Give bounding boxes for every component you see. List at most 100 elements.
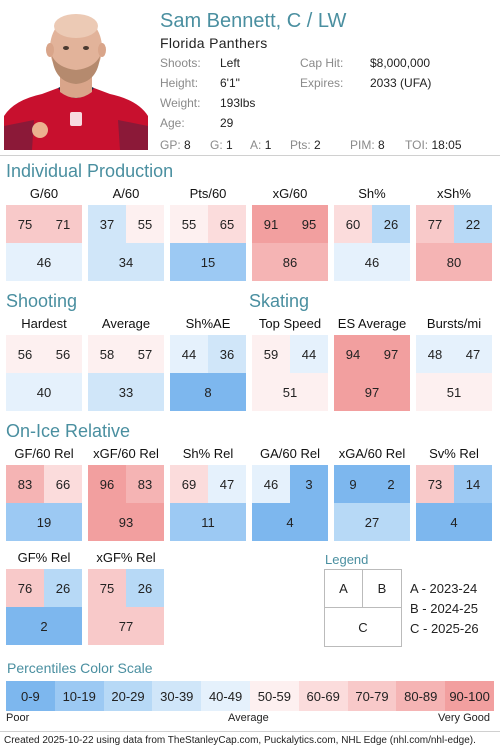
metric-cell-xsh-c: 80 <box>416 243 492 281</box>
metric-cell-shae-b: 36 <box>208 335 246 373</box>
metric-cell-bursts-a: 48 <box>416 335 454 373</box>
age-value: 29 <box>220 116 234 130</box>
section-title-production: Individual Production <box>6 161 174 181</box>
stat-a: A: 1 <box>250 138 271 152</box>
metric-cell-ga60-b: 3 <box>290 465 328 503</box>
metric-cell-pts60-b: 65 <box>208 205 246 243</box>
metric-cell-a60-a: 37 <box>88 205 126 243</box>
metric-box-topspeed: 59 44 51 <box>252 335 328 411</box>
metric-cell-svrel-c: 4 <box>416 503 492 541</box>
scale-segment: 20-29 <box>103 681 153 711</box>
metric-cell-average-b: 57 <box>126 335 164 373</box>
metric-box-shae: 44 36 8 <box>170 335 246 411</box>
metric-title-gfpct: GF% Rel <box>17 550 71 565</box>
metric-box-bursts: 48 47 51 <box>416 335 492 411</box>
metric-cell-g60-c: 46 <box>6 243 82 281</box>
metric-cell-xgfpct-c: 77 <box>88 607 164 645</box>
metric-box-xga60: 9 2 27 <box>334 465 410 541</box>
stat-g: G: 1 <box>210 138 233 152</box>
metric-title-pts60: Pts/60 <box>189 186 227 201</box>
metric-cell-shrel-c: 11 <box>170 503 246 541</box>
cap-hit-label: Cap Hit: <box>300 56 344 70</box>
header-divider <box>0 155 500 156</box>
metric-box-pts60: 55 65 15 <box>170 205 246 281</box>
metric-title-svrel: Sv% Rel <box>429 446 479 461</box>
scale-segment: 30-39 <box>152 681 202 711</box>
metric-title-topspeed: Top Speed <box>258 316 322 331</box>
metric-box-a60: 37 55 34 <box>88 205 164 281</box>
scale-segment: 40-49 <box>201 681 250 711</box>
scale-average-label: Average <box>228 712 269 724</box>
stat-a-label: A: <box>250 138 262 152</box>
player-photo <box>4 8 148 150</box>
metric-title-xgf60: xGF/60 Rel <box>93 446 159 461</box>
metric-cell-xg60-b: 95 <box>290 205 328 243</box>
metric-box-sh: 60 26 46 <box>334 205 410 281</box>
metric-title-xgfpct: xGF% Rel <box>96 550 156 565</box>
metric-cell-ga60-c: 4 <box>252 503 328 541</box>
metric-box-svrel: 73 14 4 <box>416 465 492 541</box>
stat-gp: GP: 8 <box>160 138 191 152</box>
stat-gp-label: GP: <box>160 138 181 152</box>
player-headshot-icon <box>4 8 148 150</box>
stat-toi-label: TOI: <box>405 138 429 152</box>
metric-cell-average-a: 58 <box>88 335 126 373</box>
stat-gp-value: 8 <box>184 138 191 152</box>
scale-segment: 60-69 <box>298 681 348 711</box>
stat-g-label: G: <box>210 138 223 152</box>
shoots-label: Shoots: <box>160 56 201 70</box>
expires-label: Expires: <box>300 76 344 90</box>
metric-cell-xgfpct-b: 26 <box>126 569 164 607</box>
scale-segment: 70-79 <box>347 681 397 711</box>
stat-pts-label: Pts: <box>290 138 311 152</box>
metric-cell-pts60-c: 15 <box>170 243 246 281</box>
metric-cell-xga60-c: 27 <box>334 503 410 541</box>
metric-title-hardest: Hardest <box>21 316 67 331</box>
scale-segment: 0-9 <box>6 681 55 711</box>
scale-segment: 80-89 <box>396 681 446 711</box>
metric-cell-xga60-b: 2 <box>372 465 410 503</box>
metric-box-hardest: 56 56 40 <box>6 335 82 411</box>
metric-box-average: 58 57 33 <box>88 335 164 411</box>
metric-cell-hardest-c: 40 <box>6 373 82 411</box>
metric-cell-hardest-b: 56 <box>44 335 82 373</box>
weight-value: 193lbs <box>220 96 256 110</box>
metric-cell-g60-a: 75 <box>6 205 44 243</box>
height-label: Height: <box>160 76 199 90</box>
metric-cell-topspeed-c: 51 <box>252 373 328 411</box>
scale-poor-label: Poor <box>6 712 30 724</box>
metric-cell-topspeed-a: 59 <box>252 335 290 373</box>
section-title-onice: On-Ice Relative <box>6 421 131 441</box>
metric-box-gfpct: 76 26 2 <box>6 569 82 645</box>
metric-title-g60: G/60 <box>29 186 59 201</box>
metric-cell-gf60-c: 19 <box>6 503 82 541</box>
metric-title-bursts: Bursts/mi <box>426 316 482 331</box>
metric-cell-bursts-b: 47 <box>454 335 492 373</box>
metric-cell-xgfpct-a: 75 <box>88 569 126 607</box>
legend-cell-b: B <box>363 570 401 608</box>
metric-cell-shrel-b: 47 <box>208 465 246 503</box>
team-name: Florida Panthers <box>160 35 268 51</box>
legend-title: Legend <box>325 552 369 567</box>
scale-segment: 50-59 <box>249 681 299 711</box>
legend-cell-c: C <box>358 619 368 635</box>
metric-cell-bursts-c: 51 <box>416 373 492 411</box>
metric-cell-xg60-a: 91 <box>252 205 290 243</box>
metric-cell-topspeed-b: 44 <box>290 335 328 373</box>
metric-cell-pts60-a: 55 <box>170 205 208 243</box>
scale-segment: 90-100 <box>445 681 494 711</box>
metric-title-gf60: GF/60 Rel <box>14 446 74 461</box>
player-name: Sam Bennett, C / LW <box>160 10 347 32</box>
metric-cell-svrel-a: 73 <box>416 465 454 503</box>
metric-cell-a60-c: 34 <box>88 243 164 281</box>
legend-entry-c: C - 2025-26 <box>410 621 479 636</box>
cap-hit-value: $8,000,000 <box>370 56 431 70</box>
stat-pim-value: 8 <box>378 138 385 152</box>
metric-cell-xgf60-a: 96 <box>88 465 126 503</box>
metric-box-xg60: 91 95 86 <box>252 205 328 281</box>
stat-pim: PIM: 8 <box>350 138 385 152</box>
metric-title-shae: Sh%AE <box>185 316 231 331</box>
legend-box: A B C <box>324 569 402 647</box>
metric-cell-shrel-a: 69 <box>170 465 208 503</box>
